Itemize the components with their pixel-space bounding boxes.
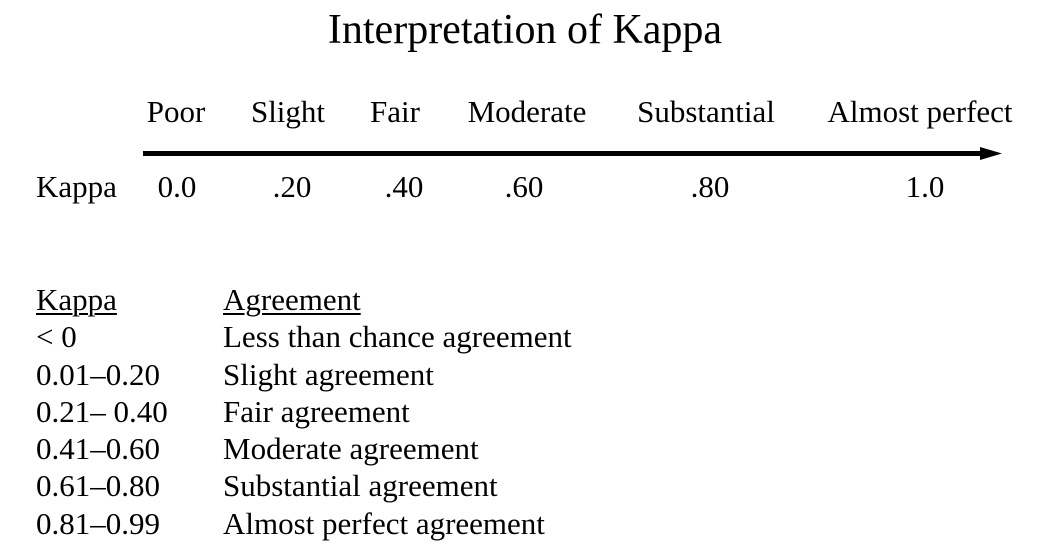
table-cell-agreement: Less than chance agreement: [223, 319, 572, 355]
table-cell-agreement: Almost perfect agreement: [223, 505, 545, 541]
scale-value-100: 1.0: [905, 169, 945, 204]
table-row: 0.21– 0.40 Fair agreement: [36, 393, 572, 430]
table-cell-agreement: Slight agreement: [223, 356, 434, 392]
scale-value-80: .80: [690, 169, 730, 204]
page-title: Interpretation of Kappa: [327, 7, 723, 53]
table-cell-kappa: 0.61–0.80: [36, 468, 160, 504]
scale-value-0: 0.0: [157, 169, 197, 204]
table-row: < 0 Less than chance agreement: [36, 318, 572, 355]
scale-label-moderate: Moderate: [467, 94, 587, 129]
scale-label-poor: Poor: [146, 94, 206, 129]
table-cell-kappa: 0.21– 0.40: [36, 393, 168, 429]
scale-row-label: Kappa: [36, 169, 117, 204]
scale-label-fair: Fair: [370, 94, 420, 129]
scale-value-40: .40: [384, 169, 424, 204]
table-row: 0.61–0.80 Substantial agreement: [36, 467, 572, 504]
scale-label-substantial: Substantial: [637, 94, 775, 129]
table-header-agreement: Agreement: [223, 282, 361, 317]
table-header-row: Kappa Agreement: [36, 281, 572, 318]
kappa-agreement-table: Kappa Agreement < 0 Less than chance agr…: [36, 281, 572, 542]
table-cell-agreement: Moderate agreement: [223, 431, 479, 467]
scale-value-60: .60: [504, 169, 544, 204]
table-cell-agreement: Fair agreement: [223, 393, 410, 429]
table-cell-agreement: Substantial agreement: [223, 468, 498, 504]
table-cell-kappa: 0.41–0.60: [36, 431, 160, 467]
table-cell-kappa: < 0: [36, 319, 77, 355]
table-cell-kappa: 0.81–0.99: [36, 505, 160, 541]
scale-value-20: .20: [272, 169, 312, 204]
scale-label-almost-perfect: Almost perfect: [827, 94, 1013, 129]
table-row: 0.81–0.99 Almost perfect agreement: [36, 505, 572, 542]
table-row: 0.01–0.20 Slight agreement: [36, 356, 572, 393]
scale-arrowhead: [980, 147, 1002, 160]
scale-arrow: [143, 147, 1002, 160]
table-cell-kappa: 0.01–0.20: [36, 356, 160, 392]
table-row: 0.41–0.60 Moderate agreement: [36, 430, 572, 467]
scale-label-slight: Slight: [250, 94, 326, 129]
table-header-kappa: Kappa: [36, 282, 117, 317]
